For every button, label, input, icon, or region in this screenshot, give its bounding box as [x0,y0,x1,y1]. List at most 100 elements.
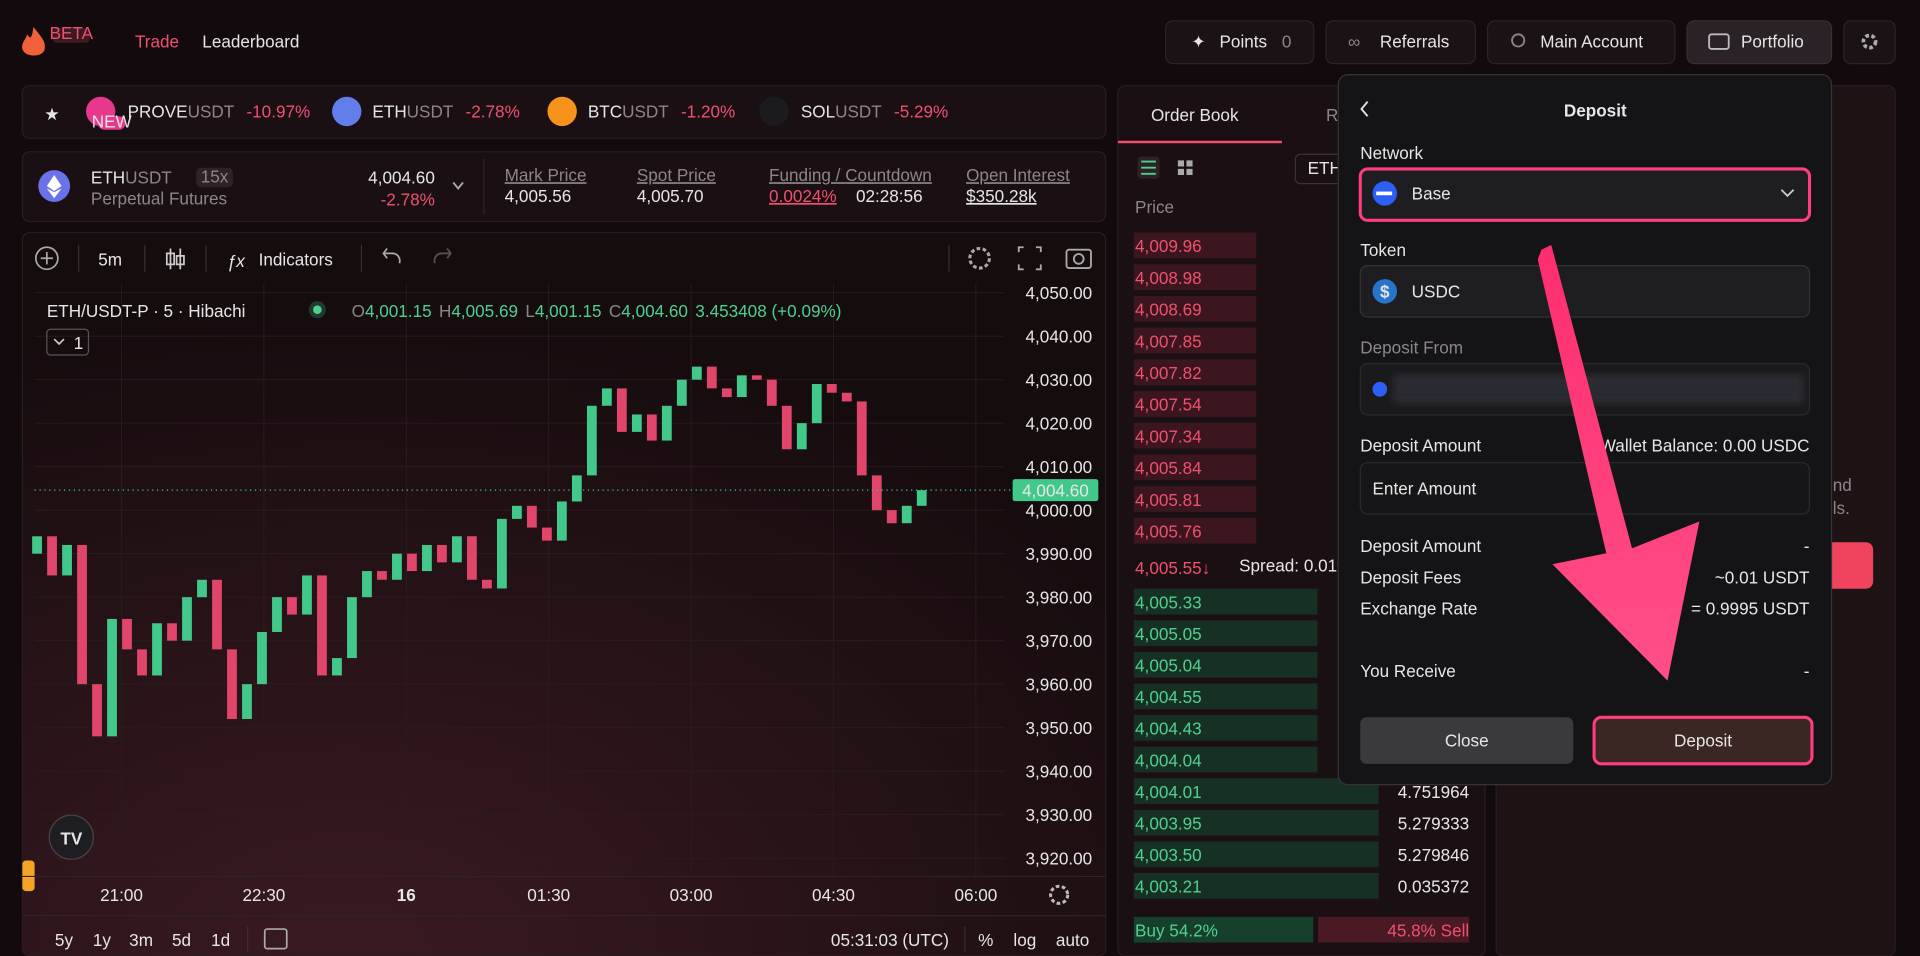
range-button[interactable]: 1y [93,930,112,950]
settings-icon[interactable] [968,246,991,270]
settings-button[interactable] [1843,20,1896,65]
chevron[interactable] [452,181,464,190]
scale-option[interactable]: log [1013,930,1036,950]
spread: Spread: 0.01% [1239,556,1352,576]
quote: USDT [835,102,882,122]
tv-logo[interactable] [48,814,94,860]
chevron [1780,189,1795,198]
tab[interactable]: Order Book [1151,105,1239,125]
scale-option[interactable]: auto [1056,930,1089,950]
field-label: Deposit Amount [1360,436,1481,456]
portfolio-button[interactable] [1686,20,1833,65]
ticker-icon [547,96,577,127]
calendar-icon[interactable] [263,928,288,950]
bid-price: 4,004.55 [1135,687,1202,707]
ask-price: 4,009.96 [1135,236,1202,256]
ticker[interactable]: PROVEUSDT -10.97% [128,102,311,122]
star-icon[interactable]: ★ [44,104,59,124]
points-button[interactable] [1165,20,1315,65]
candle-body [377,571,387,580]
fullscreen-icon[interactable] [1017,246,1042,271]
candle-body [811,384,822,424]
clock: 05:31:03 (UTC) [831,930,949,950]
amount-input[interactable] [1359,462,1811,515]
summary: Deposit Amount - Deposit Fees ~0.01 USDT Exc… [1360,536,1810,618]
annotation-arrow [1537,244,1700,681]
close-button[interactable] [1360,717,1574,764]
ask-row [1133,295,1257,322]
candle-body [407,553,417,572]
icon [1708,33,1730,50]
back-button[interactable] [1360,100,1369,117]
y-tick-label: 3,940.00 [1026,761,1093,781]
candle-body [781,405,792,450]
undo-icon[interactable] [382,247,401,264]
stat-label: Open Interest [966,165,1070,185]
interval[interactable]: 5m [98,250,122,270]
candle-body [856,401,867,476]
x-tick-label: 21:00 [100,885,143,905]
account-button[interactable] [1486,20,1676,65]
y-tick-label: 3,950.00 [1026,718,1093,738]
candle-body [122,618,132,650]
candle-body [496,518,507,589]
stat-label: Spot Price [637,165,716,185]
x-tick-label: 01:30 [527,885,570,905]
token-select[interactable] [1359,265,1811,318]
ticker[interactable]: ETHUSDT -2.78% [372,102,519,122]
camera-icon[interactable] [1065,248,1092,269]
points-value: 0 [1282,32,1292,52]
y-tick-label: 4,050.00 [1026,283,1093,303]
nav-link[interactable]: Leaderboard [202,32,299,52]
candle-body [721,388,732,398]
market-price: 4,004.60 [368,168,435,188]
view-glyph [1141,160,1156,175]
bid-price: 4,004.01 [1135,782,1202,802]
bid-row [1133,809,1379,836]
series-toggle[interactable] [46,328,90,356]
range-button[interactable]: 1d [211,930,230,950]
referrals-button[interactable] [1325,20,1476,65]
value: 4,005.69 [451,301,518,321]
change: -5.29% [894,102,948,122]
add-glyph [40,252,53,265]
indicators[interactable]: Indicators [259,250,333,270]
bid-row [1133,683,1318,710]
quote: USDT [622,102,669,122]
candle-body [826,384,837,393]
stat-value: 4,005.70 [637,186,704,206]
candle-body [137,649,147,676]
placeholder: Enter Amount [1373,479,1477,499]
ticker[interactable]: BTCUSDT -1.20% [588,102,735,122]
summary-label: Deposit Amount [1360,536,1481,556]
candle-icon[interactable] [165,248,185,270]
y-tick-label: 4,010.00 [1026,457,1093,477]
range-button[interactable]: 3m [129,930,153,950]
button-label: Main Account [1540,32,1643,52]
tab[interactable]: R [1326,105,1338,125]
view-icon[interactable] [1177,160,1193,176]
candle-body [422,544,432,572]
candle-body [317,575,327,676]
nav-link[interactable]: Trade [135,32,179,52]
side-text: ls. [1833,498,1850,518]
network-select[interactable] [1358,167,1812,222]
ask-row [1133,486,1257,512]
range-button[interactable]: 5d [172,930,191,950]
new-text: NEW [92,111,133,131]
scale-option[interactable]: % [978,930,993,950]
ticker[interactable]: SOLUSDT -5.29% [801,102,948,122]
add-icon[interactable] [34,246,59,271]
bid-size: 5.279846 [1398,845,1469,865]
redo-icon[interactable] [433,247,452,264]
deposit-button[interactable] [1592,715,1814,766]
label: C [609,301,621,321]
range-button[interactable]: 5y [55,930,74,950]
summary-value: - [1804,536,1810,556]
ask-row [1133,359,1257,386]
field-label: Token [1360,240,1406,260]
candle-body [631,414,642,432]
candle-body [242,684,252,719]
bid-size: 0.035372 [1398,877,1469,897]
